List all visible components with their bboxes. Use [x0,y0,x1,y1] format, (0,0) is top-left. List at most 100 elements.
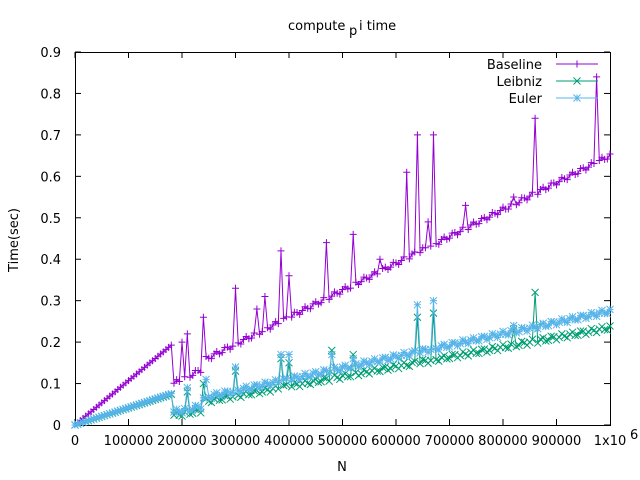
legend-label: Leibniz [496,75,542,90]
data-point [175,408,184,416]
data-point [197,368,205,376]
data-point [349,354,358,363]
data-point [274,385,283,393]
data-point [346,364,355,372]
data-point [335,367,344,375]
data-point [571,331,580,340]
chart-title-tail: i time [359,19,396,34]
data-point [547,332,556,341]
legend-marker [573,60,581,68]
data-point [218,349,226,357]
data-point [400,253,408,261]
data-point [494,211,502,219]
data-point [148,395,157,404]
data-point [427,242,435,250]
data-point [288,313,296,321]
data-point [576,327,585,335]
data-point [277,350,285,359]
data-point [322,239,330,247]
data-point [606,322,614,330]
data-point [236,388,245,396]
data-point [327,350,336,359]
data-point [387,263,395,271]
data-point [486,213,494,221]
data-point [159,392,168,401]
data-point [402,351,411,359]
y-tick-label: 0.9 [40,46,61,61]
data-point [434,346,443,354]
data-point [373,367,382,375]
data-point [255,383,264,392]
data-point [515,327,523,336]
data-point [510,193,518,201]
data-point [167,389,176,398]
data-point [298,307,306,315]
data-point [395,261,403,268]
data-point [143,397,152,406]
data-point [146,396,154,405]
data-point [512,329,521,337]
data-point [258,382,267,390]
data-point [426,345,435,354]
data-point [531,114,539,122]
data-point [448,350,457,359]
data-point [333,365,342,374]
data-point [523,196,531,204]
data-point [347,284,355,292]
data-point [563,318,572,327]
data-point [317,299,325,307]
data-point [338,363,347,372]
y-tick-label: 0.5 [40,212,61,227]
x-tick-label: 500000 [318,434,368,449]
x-tick-label: 300000 [211,434,261,449]
data-point [574,170,582,178]
data-point [183,383,192,392]
data-point [507,200,515,208]
data-point [464,339,473,348]
data-point [504,205,512,213]
data-point [357,360,366,369]
data-point [416,349,424,357]
data-point [456,339,465,348]
data-point [365,275,373,283]
data-point [180,404,189,413]
data-point [296,310,304,318]
data-point [531,288,539,297]
data-point [456,351,465,360]
data-point [140,398,149,407]
data-point [603,309,612,318]
data-point [129,401,138,410]
data-point [536,320,545,329]
data-point [405,255,413,263]
data-point [418,344,427,353]
data-point [196,408,205,417]
data-point [199,313,207,321]
data-point [462,201,470,209]
data-point [442,355,451,363]
data-point [517,323,526,332]
data-point [517,337,526,346]
data-point [207,355,215,363]
data-point [459,223,467,231]
data-point [376,358,384,366]
data-point [170,379,178,387]
data-point [277,247,285,255]
data-point [306,373,315,382]
y-tick-label: 0.3 [40,295,61,310]
data-point [488,329,497,338]
chart-title-subscript: p [349,24,357,39]
data-point [97,412,106,421]
x-tick-label: 200000 [157,434,207,449]
data-point [437,342,446,350]
data-point [154,394,162,402]
data-point [501,330,510,339]
data-point [418,355,427,364]
data-point [574,331,582,340]
data-point [485,333,494,342]
data-point [111,408,119,416]
data-point [555,318,564,327]
data-point [606,150,614,158]
data-point [116,406,125,415]
data-point [464,225,472,233]
data-point [138,399,146,408]
